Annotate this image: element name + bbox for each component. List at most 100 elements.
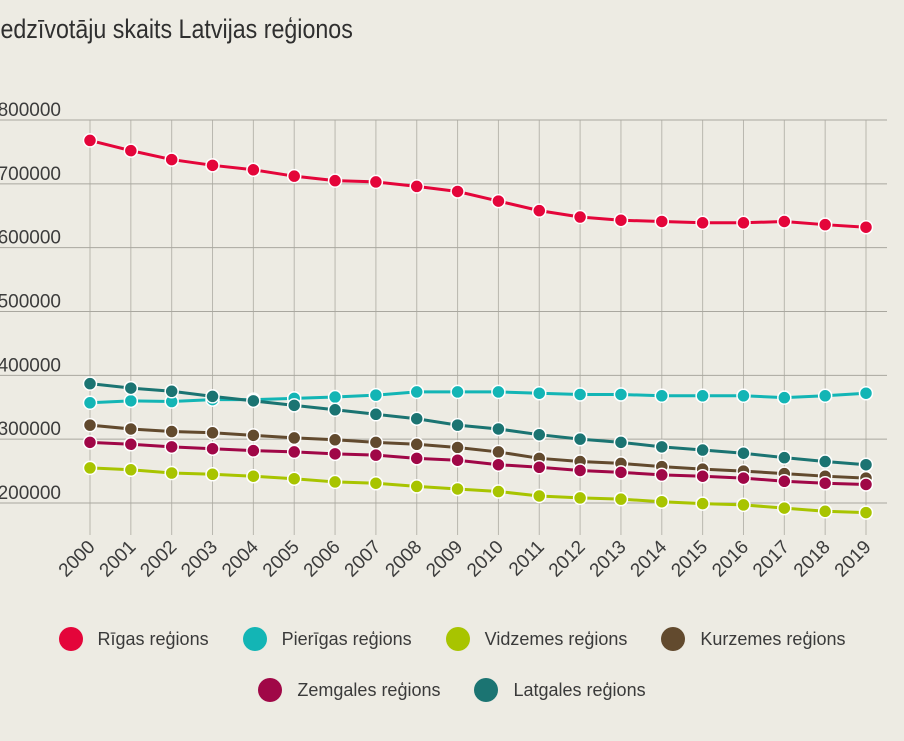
data-point[interactable]	[450, 481, 465, 497]
data-point[interactable]	[654, 214, 670, 229]
data-point[interactable]	[205, 467, 220, 482]
data-point[interactable]	[286, 444, 302, 460]
data-point[interactable]	[123, 143, 139, 158]
data-point[interactable]	[572, 209, 588, 225]
data-point[interactable]	[491, 384, 506, 400]
data-point[interactable]	[613, 465, 629, 480]
data-point[interactable]	[246, 162, 261, 178]
legend-item-vidzemes[interactable]: Vidzemes reģions	[445, 627, 627, 651]
data-point[interactable]	[327, 432, 343, 448]
data-point[interactable]	[817, 454, 833, 469]
data-point[interactable]	[368, 174, 384, 190]
data-point[interactable]	[613, 387, 629, 402]
data-point[interactable]	[736, 470, 751, 486]
data-point[interactable]	[164, 465, 179, 481]
data-point[interactable]	[327, 402, 343, 418]
data-point[interactable]	[409, 437, 424, 452]
data-point[interactable]	[817, 217, 833, 232]
data-point[interactable]	[777, 474, 792, 489]
data-point[interactable]	[736, 497, 751, 513]
data-point[interactable]	[450, 417, 465, 433]
data-point[interactable]	[532, 488, 547, 504]
data-point[interactable]	[736, 445, 751, 461]
data-point[interactable]	[205, 389, 220, 404]
data-point[interactable]	[654, 439, 670, 455]
legend-item-pierigas[interactable]: Pierīgas reģions	[242, 627, 412, 651]
data-point[interactable]	[368, 387, 384, 403]
data-point[interactable]	[736, 388, 751, 404]
data-point[interactable]	[368, 475, 384, 491]
data-point[interactable]	[695, 388, 710, 404]
data-point[interactable]	[777, 450, 792, 465]
data-point[interactable]	[246, 443, 261, 458]
data-point[interactable]	[82, 395, 98, 411]
data-point[interactable]	[817, 504, 833, 519]
legend-item-zemgales[interactable]: Zemgales reģions	[258, 678, 440, 702]
data-point[interactable]	[409, 479, 424, 494]
data-point[interactable]	[82, 417, 98, 433]
data-point[interactable]	[858, 457, 874, 472]
data-point[interactable]	[736, 215, 751, 231]
data-point[interactable]	[532, 385, 547, 401]
data-point[interactable]	[164, 152, 179, 167]
data-point[interactable]	[286, 430, 302, 446]
data-point[interactable]	[368, 407, 384, 422]
data-point[interactable]	[123, 462, 139, 478]
data-point[interactable]	[532, 203, 547, 218]
data-point[interactable]	[368, 447, 384, 463]
legend-item-latgales[interactable]: Latgales reģions	[474, 678, 646, 702]
legend-item-kurzemes[interactable]: Kurzemes reģions	[661, 627, 845, 651]
data-point[interactable]	[613, 212, 629, 228]
data-point[interactable]	[695, 468, 710, 484]
legend-item-rigas[interactable]: Rīgas reģions	[58, 627, 209, 651]
data-point[interactable]	[123, 380, 139, 396]
data-point[interactable]	[450, 384, 465, 400]
data-point[interactable]	[286, 471, 302, 486]
data-point[interactable]	[246, 428, 261, 443]
data-point[interactable]	[205, 425, 220, 441]
data-point[interactable]	[491, 457, 506, 472]
data-point[interactable]	[858, 219, 874, 235]
data-point[interactable]	[532, 460, 547, 475]
data-point[interactable]	[654, 494, 670, 509]
data-point[interactable]	[613, 435, 629, 450]
data-point[interactable]	[82, 376, 98, 391]
data-point[interactable]	[491, 193, 506, 209]
data-point[interactable]	[450, 184, 465, 199]
data-point[interactable]	[164, 424, 179, 439]
data-point[interactable]	[450, 440, 465, 455]
data-point[interactable]	[654, 388, 670, 404]
data-point[interactable]	[286, 168, 302, 184]
data-point[interactable]	[409, 411, 424, 426]
data-point[interactable]	[613, 491, 629, 507]
data-point[interactable]	[164, 439, 179, 455]
data-point[interactable]	[327, 173, 343, 188]
data-point[interactable]	[82, 133, 98, 148]
data-point[interactable]	[409, 384, 424, 400]
data-point[interactable]	[858, 477, 874, 492]
data-point[interactable]	[409, 451, 424, 466]
data-point[interactable]	[777, 390, 792, 405]
data-point[interactable]	[572, 431, 588, 447]
data-point[interactable]	[532, 427, 547, 442]
data-point[interactable]	[817, 388, 833, 404]
data-point[interactable]	[654, 467, 670, 483]
data-point[interactable]	[246, 393, 261, 409]
data-point[interactable]	[327, 446, 343, 462]
data-point[interactable]	[123, 421, 139, 437]
data-point[interactable]	[491, 444, 506, 460]
data-point[interactable]	[777, 500, 792, 516]
data-point[interactable]	[409, 179, 424, 194]
data-point[interactable]	[572, 463, 588, 478]
data-point[interactable]	[205, 441, 220, 456]
data-point[interactable]	[123, 437, 139, 452]
data-point[interactable]	[817, 475, 833, 491]
data-point[interactable]	[164, 384, 179, 399]
data-point[interactable]	[82, 435, 98, 450]
data-point[interactable]	[491, 421, 506, 437]
data-point[interactable]	[572, 490, 588, 506]
data-point[interactable]	[450, 452, 465, 468]
data-point[interactable]	[327, 389, 343, 405]
data-point[interactable]	[695, 442, 710, 458]
data-point[interactable]	[327, 474, 343, 490]
